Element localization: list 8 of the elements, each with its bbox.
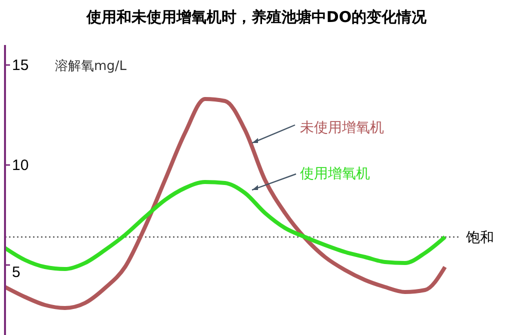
y-tick-label: 5 [12, 264, 20, 281]
chart-title: 使用和未使用增氧机时，养殖池塘中DO的变化情况 [85, 8, 428, 26]
text: 使用增氧机 [300, 166, 370, 182]
y-axis-title: 溶解氧mg/L [55, 58, 128, 74]
y-tick-label: 15 [12, 57, 29, 74]
ref-line-label: 饱和 [465, 230, 494, 246]
y-tick-label: 10 [12, 157, 29, 174]
text: 未使用增氧机 [300, 120, 384, 136]
